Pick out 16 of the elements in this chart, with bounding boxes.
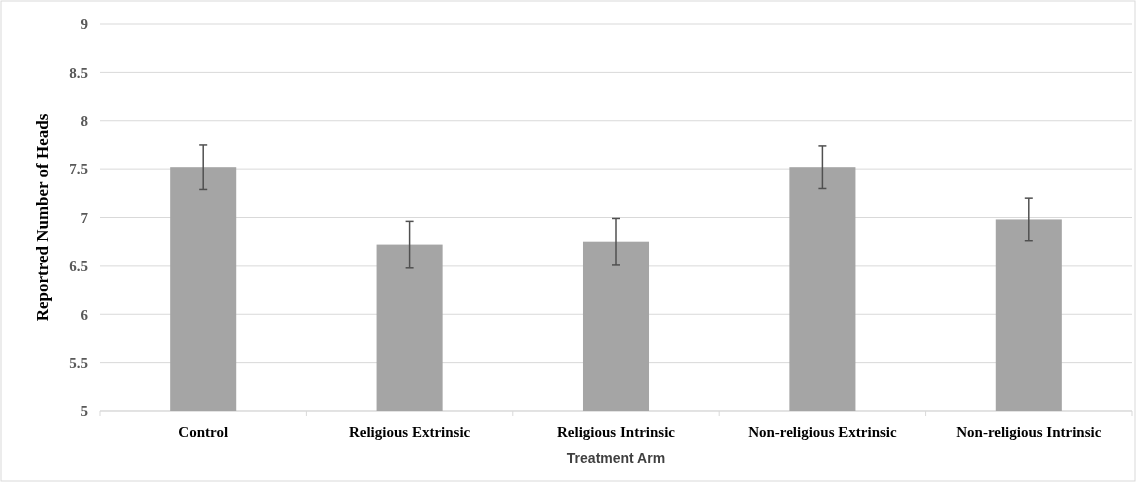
y-axis-title: Reportred Number of Heads: [33, 113, 52, 322]
x-tick-label: Religious Intrinsic: [557, 424, 676, 440]
y-tick-label: 8: [80, 113, 88, 129]
x-axis-title: Treatment Arm: [566, 450, 666, 466]
y-tick-label: 5.5: [69, 354, 88, 371]
y-tick-label: 8.5: [69, 64, 88, 81]
y-tick-label: 7.5: [69, 161, 88, 178]
y-tick-label: 7: [80, 209, 89, 226]
x-tick-label: Religious Extrinsic: [348, 424, 471, 440]
y-tick-label: 5: [80, 403, 88, 420]
x-tick-label: Control: [178, 424, 229, 440]
y-tick-label: 6.5: [69, 258, 88, 275]
y-tick-label: 9: [80, 16, 88, 33]
x-tick-label: Non-religious Intrinsic: [956, 424, 1102, 440]
x-tick-label: Non-religious Extrinsic: [748, 424, 897, 440]
y-tick-label: 6: [80, 306, 89, 323]
